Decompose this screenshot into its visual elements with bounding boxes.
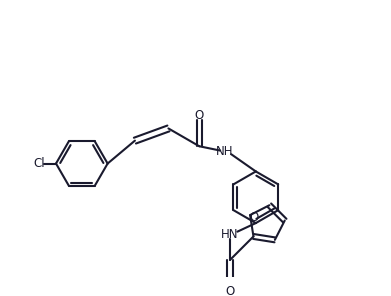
Text: O: O — [249, 211, 258, 224]
Text: HN: HN — [221, 228, 239, 241]
Text: O: O — [225, 285, 235, 296]
Text: NH: NH — [216, 145, 234, 158]
Text: Cl: Cl — [33, 157, 45, 170]
Text: O: O — [195, 109, 204, 122]
